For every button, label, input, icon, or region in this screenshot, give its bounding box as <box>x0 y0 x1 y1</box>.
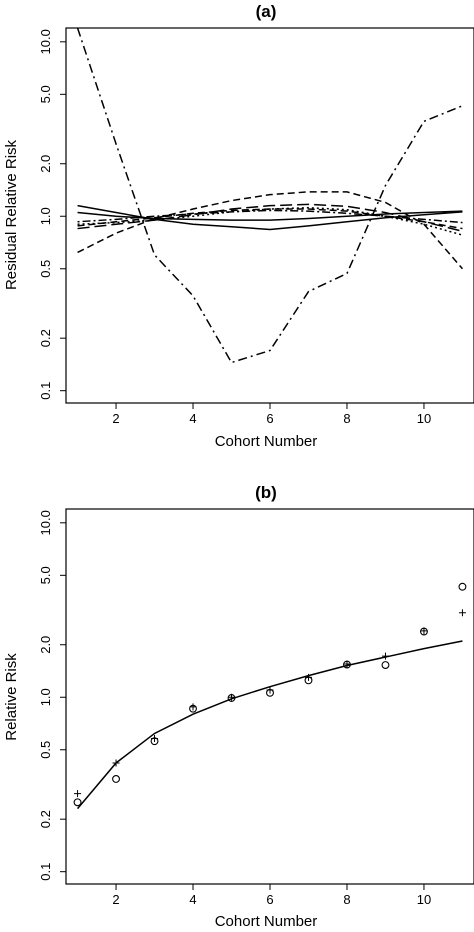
fitted-point-plus <box>381 652 389 660</box>
panel-a-title: (a) <box>256 2 277 21</box>
x-tick-label: 8 <box>343 411 350 426</box>
panel-b-series-line-1 <box>76 640 463 810</box>
y-tick-label: 5.0 <box>38 566 53 584</box>
panel-a-series-line-1 <box>76 28 463 364</box>
x-tick-label: 10 <box>417 892 431 907</box>
x-tick-label: 2 <box>112 892 119 907</box>
y-tick-label: 0.1 <box>38 382 53 400</box>
fitted-point-plus <box>74 790 82 798</box>
observed-point-circle <box>381 661 390 669</box>
fitted-point-plus <box>343 660 351 668</box>
y-tick-label: 0.5 <box>38 741 53 759</box>
fitted-point-plus <box>228 693 236 701</box>
panel-b-title: (b) <box>255 483 277 502</box>
fitted-point-plus <box>420 627 428 635</box>
x-tick-label: 2 <box>112 411 119 426</box>
y-tick-label: 1.0 <box>38 688 53 706</box>
x-tick-label: 4 <box>189 411 196 426</box>
panel-a-series-line-5 <box>77 203 463 233</box>
panel-b-x-axis-label: Cohort Number <box>215 913 318 930</box>
panel-a-x-axis: 2 4 6 8 10 <box>112 403 431 426</box>
y-tick-label: 0.2 <box>38 329 53 347</box>
y-tick-label: 10.0 <box>38 29 53 54</box>
y-tick-label: 5.0 <box>38 85 53 103</box>
panel-a-series-line-7 <box>77 208 463 230</box>
x-tick-label: 4 <box>189 892 196 907</box>
x-tick-label: 6 <box>266 411 273 426</box>
fitted-point-plus <box>189 703 197 711</box>
panel-a-series-line-8 <box>77 209 463 224</box>
fitted-point-plus <box>304 673 312 681</box>
observed-point-circle <box>458 582 467 591</box>
fitted-point-plus <box>266 686 274 694</box>
panel-a-series-line-2 <box>77 191 464 270</box>
panel-a-x-axis-label: Cohort Number <box>215 433 318 450</box>
panel-a-series-line-6 <box>77 206 463 236</box>
panel-b-y-axis-label: Relative Risk <box>3 653 20 741</box>
panel-a-y-axis: 0.1 0.2 0.5 1.0 2.0 5.0 10.0 <box>38 29 66 400</box>
y-tick-label: 2.0 <box>38 636 53 654</box>
fitted-point-plus <box>151 735 159 743</box>
y-tick-label: 10.0 <box>38 510 53 535</box>
panel-b-marks <box>73 582 467 810</box>
x-tick-label: 10 <box>417 411 431 426</box>
y-tick-label: 0.2 <box>38 810 53 828</box>
panel-b: (b) 2 4 6 8 10 0.1 0.2 0.5 1.0 2.0 5.0 10.0 Cohort… <box>3 483 474 930</box>
observed-point-circle <box>112 775 120 783</box>
panel-a: (a) 2 4 6 8 10 0.1 0.2 0.5 1.0 2.0 5.0 10.0 Cohort… <box>3 2 474 450</box>
y-tick-label: 0.5 <box>38 260 53 278</box>
panel-a-marks <box>76 28 464 364</box>
x-tick-label: 8 <box>343 892 350 907</box>
observed-point-circle <box>73 798 82 807</box>
y-tick-label: 0.1 <box>38 863 53 881</box>
panel-a-y-axis-label: Residual Relative Risk <box>3 139 20 290</box>
y-tick-label: 1.0 <box>38 207 53 225</box>
panel-b-x-axis: 2 4 6 8 10 <box>112 884 431 907</box>
y-tick-label: 2.0 <box>38 155 53 173</box>
fitted-point-plus <box>112 759 120 767</box>
x-tick-label: 6 <box>266 892 273 907</box>
fitted-point-plus <box>458 609 466 617</box>
panel-b-y-axis: 0.1 0.2 0.5 1.0 2.0 5.0 10.0 <box>38 510 66 881</box>
